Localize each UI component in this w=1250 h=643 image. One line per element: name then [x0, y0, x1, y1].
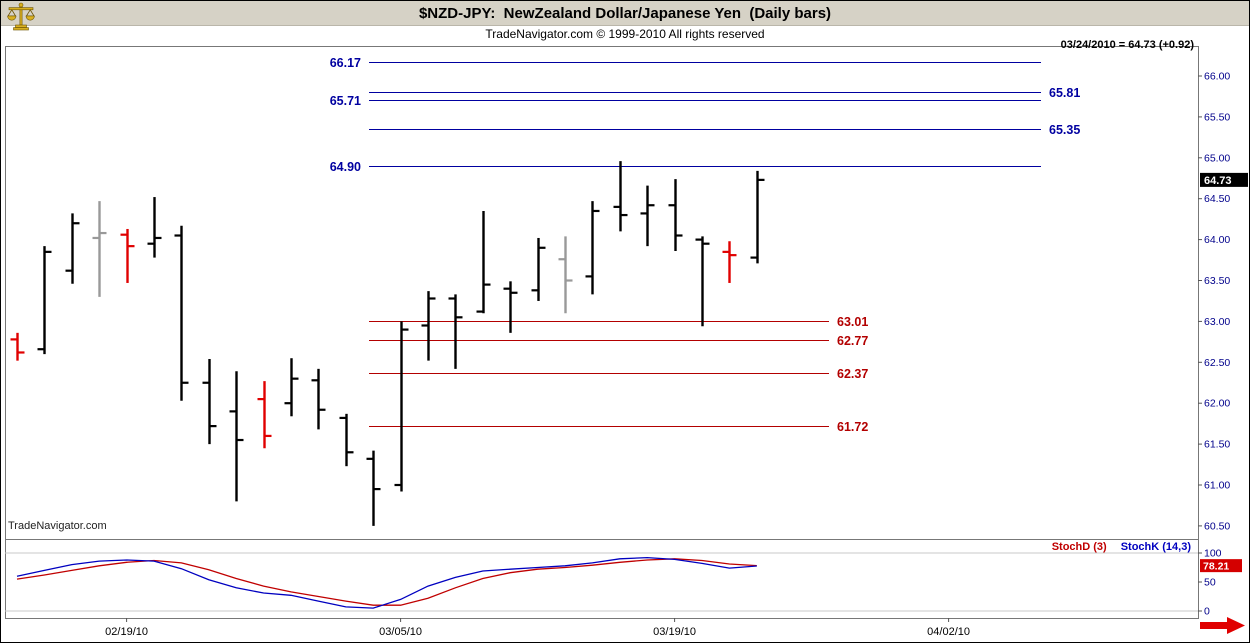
quote-readout: 03/24/2010 = 64.73 (+0.92) — [1060, 39, 1194, 51]
ohlc-bar — [476, 210, 491, 314]
title-bar: $NZD-JPY: NewZealand Dollar/Japanese Yen… — [1, 1, 1249, 26]
price-axis-tick-label: 63.00 — [1204, 316, 1230, 328]
stochd-label[interactable]: StochD (3) — [1051, 541, 1107, 553]
resistance-label[interactable]: 65.81 — [1049, 86, 1080, 100]
ohlc-bar — [339, 413, 354, 467]
price-axis-tick-label: 60.50 — [1204, 520, 1230, 532]
stoch-legend: StochD (3) StochK (14,3) — [1052, 541, 1191, 553]
stoch-value-badge-label: 78.21 — [1203, 561, 1229, 573]
stochk-label[interactable]: StochK (14,3) — [1120, 541, 1191, 553]
stochd-line — [16, 558, 757, 606]
support-label[interactable]: 63.01 — [837, 315, 868, 329]
ohlc-bar — [421, 291, 436, 361]
ohlc-bar — [37, 246, 52, 355]
resistance-label[interactable]: 66.17 — [330, 56, 361, 70]
ohlc-bar — [531, 237, 546, 301]
ohlc-bar — [65, 213, 80, 284]
ohlc-bar — [92, 201, 107, 297]
stoch-axis-tick-label: 0 — [1204, 606, 1210, 618]
date-axis-label: 03/19/10 — [653, 626, 696, 638]
last-price-badge-label: 64.73 — [1204, 175, 1232, 187]
ohlc-bar — [722, 241, 737, 283]
date-axis-label: 02/19/10 — [105, 626, 148, 638]
ohlc-bar — [668, 179, 683, 252]
date-axis-label: 04/02/10 — [927, 626, 970, 638]
ohlc-bar — [640, 185, 655, 247]
price-axis-tick-label: 62.00 — [1204, 398, 1230, 410]
tradenavigator-scales-logo-icon — [5, 2, 37, 37]
price-axis-tick-label: 62.50 — [1204, 357, 1230, 369]
ohlc-bar — [229, 371, 244, 502]
ohlc-bar — [284, 358, 299, 417]
ohlc-bar — [174, 225, 189, 401]
ohlc-bar — [257, 381, 272, 449]
price-axis-tick-label: 61.00 — [1204, 480, 1230, 492]
resistance-label[interactable]: 65.71 — [330, 94, 361, 108]
price-axis-tick-label: 61.50 — [1204, 439, 1230, 451]
price-axis-tick-label: 66.00 — [1204, 71, 1230, 83]
ohlc-bar — [503, 281, 518, 333]
stoch-panel-border — [5, 539, 1199, 619]
price-axis-tick-label: 64.00 — [1204, 234, 1230, 246]
price-axis-tick-label: 63.50 — [1204, 275, 1230, 287]
ohlc-bar — [394, 321, 409, 492]
ohlc-bar — [695, 236, 710, 327]
ohlc-bar — [311, 368, 326, 430]
copyright-line: TradeNavigator.com © 1999-2010 All right… — [485, 27, 765, 41]
stoch-value-badge — [1200, 559, 1242, 573]
ohlc-bar — [10, 332, 25, 361]
stochk-line — [16, 556, 757, 609]
ohlc-bar — [366, 450, 381, 526]
scroll-right-arrow-icon[interactable] — [1200, 616, 1247, 641]
ohlc-bar — [585, 201, 600, 295]
resistance-label[interactable]: 65.35 — [1049, 123, 1080, 137]
ohlc-bar — [613, 161, 628, 232]
ohlc-bar — [750, 170, 765, 264]
chart-title: $NZD-JPY: NewZealand Dollar/Japanese Yen… — [418, 4, 832, 22]
price-axis-tick-label: 64.50 — [1204, 193, 1230, 205]
support-label[interactable]: 61.72 — [837, 420, 868, 434]
date-axis-label: 03/05/10 — [379, 626, 422, 638]
support-label[interactable]: 62.37 — [837, 367, 868, 381]
stoch-axis-tick-label: 50 — [1204, 577, 1216, 589]
stoch-axis-tick-label: 100 — [1204, 548, 1222, 560]
last-price-badge — [1200, 172, 1248, 187]
ohlc-bar — [448, 294, 463, 369]
support-label[interactable]: 62.77 — [837, 334, 868, 348]
price-axis-tick-label: 65.50 — [1204, 111, 1230, 123]
chart-watermark: TradeNavigator.com — [8, 520, 107, 532]
ohlc-bar — [147, 197, 162, 258]
ohlc-bar — [558, 236, 573, 314]
price-axis-tick-label: 65.00 — [1204, 152, 1230, 164]
resistance-label[interactable]: 64.90 — [330, 160, 361, 174]
ohlc-bar — [120, 228, 135, 283]
price-panel-border — [5, 46, 1199, 540]
ohlc-bar — [202, 359, 217, 445]
